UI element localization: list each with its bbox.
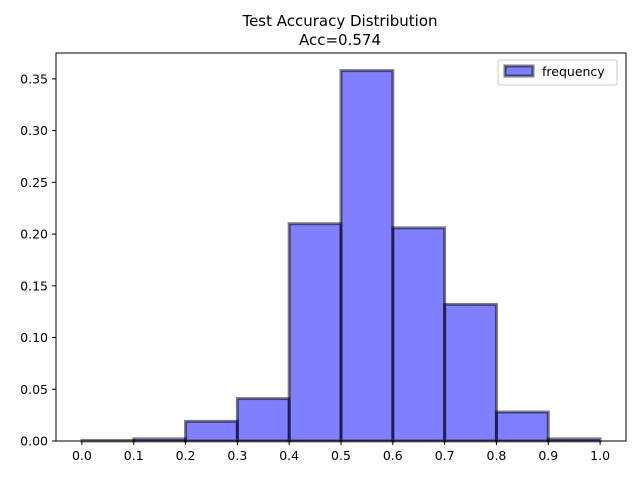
y-tick-label: 0.20 xyxy=(20,227,48,242)
x-tick-label: 0.8 xyxy=(487,448,507,463)
bar xyxy=(391,226,447,443)
bar xyxy=(235,397,291,443)
x-tick-label: 0.0 xyxy=(72,448,92,463)
x-tick-label: 0.6 xyxy=(383,448,403,463)
bar xyxy=(287,222,343,443)
x-tick-label: 0.5 xyxy=(331,448,351,463)
legend-swatch xyxy=(503,64,535,78)
x-tick-label: 0.2 xyxy=(176,448,196,463)
x-tick-label: 0.4 xyxy=(279,448,299,463)
legend-label: frequency xyxy=(542,64,605,79)
y-tick-label: 0.10 xyxy=(20,330,48,345)
y-tick-label: 0.15 xyxy=(20,278,48,293)
y-tick-label: 0.05 xyxy=(20,382,48,397)
chart-subtitle: Acc=0.574 xyxy=(299,31,381,49)
x-tick-label: 1.0 xyxy=(590,448,610,463)
y-tick-label: 0.00 xyxy=(20,434,48,449)
bar xyxy=(339,69,395,443)
x-axis: 0.0 0.1 0.2 0.3 0.4 0.5 0.6 0.7 0.8 0.9 1.0 xyxy=(72,441,610,463)
bar xyxy=(494,410,550,443)
bars-group xyxy=(80,69,602,443)
x-tick-label: 0.1 xyxy=(124,448,144,463)
plot-frame xyxy=(55,52,627,442)
y-tick-label: 0.35 xyxy=(20,71,48,86)
bar xyxy=(184,419,239,443)
x-tick-label: 0.7 xyxy=(435,448,455,463)
chart-title: Test Accuracy Distribution xyxy=(241,12,437,30)
y-tick-label: 0.25 xyxy=(20,175,48,190)
legend: frequency xyxy=(497,59,618,86)
bar xyxy=(443,302,498,443)
y-axis: 0.00 0.05 0.10 0.15 0.20 0.25 0.30 0.35 xyxy=(20,71,56,449)
y-tick-label: 0.30 xyxy=(20,123,48,138)
x-tick-label: 0.3 xyxy=(227,448,247,463)
x-tick-label: 0.9 xyxy=(538,448,558,463)
